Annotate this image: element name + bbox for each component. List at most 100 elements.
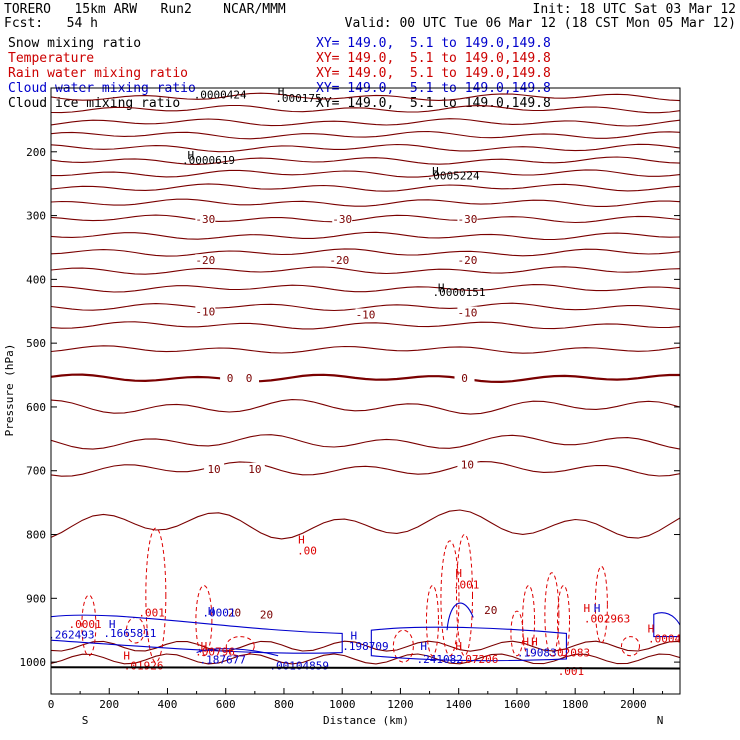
isotherm-label-2: -30 — [457, 213, 477, 226]
rain-contour-2 — [195, 585, 213, 657]
isotherm-label-12: 10 — [207, 463, 220, 476]
y-tick-label-5: 700 — [26, 465, 46, 478]
isotherm-label-4: -20 — [329, 254, 349, 267]
isotherm-label-0: -30 — [195, 213, 215, 226]
surface-line — [50, 666, 681, 670]
rain-contour-11 — [392, 629, 414, 663]
isotherm-label-1: -30 — [332, 213, 352, 226]
isotherm-low-0 — [51, 640, 680, 652]
isotherm-label-14: 10 — [461, 458, 474, 471]
header-valid: Valid: 00 UTC Tue 06 Mar 12 (18 CST Mon … — [344, 16, 736, 31]
maximum-value-label-12: .198709 — [342, 640, 388, 653]
rain-contour-3 — [440, 540, 460, 657]
extremum-h-marker-0: H — [278, 85, 285, 98]
x-tick-label-7: 1400 — [445, 698, 472, 711]
isotherm-13 — [51, 284, 680, 293]
isotherm-7 — [51, 183, 680, 192]
isotherm-label-bg-12 — [204, 462, 225, 475]
x-tick-label-8: 1600 — [504, 698, 531, 711]
isotherm-6 — [51, 169, 680, 178]
y-tick-label-4: 600 — [26, 401, 46, 414]
extremum-h-marker-3: H — [438, 282, 445, 295]
isotherm-label-bg-1 — [332, 212, 353, 225]
isotherm-label-8: -10 — [457, 307, 477, 320]
isotherm-label-17: 20 — [484, 604, 497, 617]
legend-name-snow: Snow mixing ratio — [8, 36, 142, 51]
extremum-h-marker-8: H — [351, 629, 358, 642]
maximum-value-label-10: .1665811 — [103, 627, 156, 640]
isotherm-3 — [51, 130, 680, 140]
x-tick-label-0: 0 — [48, 698, 55, 711]
maximum-value-label-11: .262493 — [48, 629, 94, 642]
y-tick-label-7: 900 — [26, 592, 46, 605]
maximum-value-label-3: .0005224 — [427, 169, 480, 182]
isotherm-label-bg-16 — [256, 608, 277, 621]
maximum-value-label-2: .0000619 — [182, 154, 235, 167]
isotherm-label-bg-17 — [480, 603, 501, 616]
maximum-value-label-4: .0000151 — [432, 286, 485, 299]
isotherm-label-bg-7 — [355, 308, 376, 321]
isotherm-label-bg-6 — [195, 305, 216, 318]
x-tick-label-10: 2000 — [620, 698, 647, 711]
isotherm-label-bg-0 — [195, 212, 216, 225]
isotherm-19 — [51, 434, 680, 450]
isotherm-label-bg-11 — [454, 372, 475, 385]
x-end-label-left: S — [82, 714, 89, 727]
temperature-isotherms — [51, 92, 680, 665]
maximum-value-label-20: .00044 — [648, 633, 688, 646]
cloud-water-contour-4 — [196, 648, 279, 657]
y-axis-label: Pressure (hPa) — [3, 344, 16, 437]
maximum-value-label-22: .00104859 — [269, 659, 329, 672]
maximum-value-label-14: .187677 — [200, 654, 246, 667]
isotherm-2 — [51, 118, 680, 127]
isotherm-label-15: 20 — [228, 606, 241, 619]
isotherm-0 — [51, 92, 680, 102]
extremum-h-marker-15: H — [584, 602, 591, 615]
rain-contour-5 — [425, 585, 439, 657]
maximum-value-label-7: .001 — [138, 606, 165, 619]
legend-xy-snow: XY= 149.0, 5.1 to 149.0,149.8 — [316, 36, 551, 51]
cloud-water-contour-3 — [653, 612, 680, 638]
extremum-h-marker-1: H — [187, 149, 194, 162]
maximum-value-label-1: .000175 — [275, 92, 321, 105]
isotherm-17 — [51, 373, 680, 384]
rain-contour-9 — [557, 585, 571, 657]
maximum-value-label-18: .02083 — [550, 647, 590, 660]
isotherm-label-bg-14 — [457, 458, 478, 471]
header-fcst: Fcst: 54 h — [4, 16, 98, 31]
maximum-value-label-13: .00796 — [195, 645, 235, 658]
extremum-h-marker-7: H — [208, 605, 215, 618]
legend-name-rain: Rain water mixing ratio — [8, 66, 189, 81]
rain-contour-0 — [145, 527, 167, 663]
maximum-value-label-8: .0001 — [202, 606, 235, 619]
x-tick-label-9: 1800 — [562, 698, 589, 711]
axes: 0 200 400 600 800 1000 1200 1400 1600 1800 2000200… — [20, 146, 681, 711]
maximum-value-label-9: .0001 — [68, 618, 101, 631]
x-tick-label-3: 600 — [216, 698, 236, 711]
isotherm-label-10: 0 — [246, 372, 253, 385]
isotherm-1 — [51, 104, 680, 114]
maximum-value-label-16: .07206 — [459, 653, 499, 666]
maximum-value-label-5: .00 — [297, 544, 317, 557]
rain-contour-4 — [456, 534, 474, 657]
isotherm-low-1 — [51, 653, 680, 665]
isotherm-label-bg-9 — [220, 372, 241, 385]
isotherm-14 — [51, 302, 680, 312]
isotherm-label-6: -10 — [195, 305, 215, 318]
isotherm-label-bg-8 — [457, 306, 478, 319]
cloud-water-contours — [51, 602, 680, 662]
header-init: Init: 18 UTC Sat 03 Mar 12 — [532, 2, 737, 17]
cloud-water-contour-1 — [370, 626, 567, 662]
extremum-h-marker-13: H — [522, 636, 529, 649]
legend-name-temperature: Temperature — [8, 51, 95, 66]
rain-contour-6 — [510, 610, 524, 657]
isotherm-label-5: -20 — [457, 254, 477, 267]
extremum-h-marker-14: H — [531, 636, 538, 649]
legend-xy-temperature: XY= 149.0, 5.1 to 149.0,149.8 — [316, 51, 551, 66]
y-tick-label-8: 1000 — [20, 656, 47, 669]
cloud-water-contour-2 — [446, 602, 474, 631]
legend-xy-rain: XY= 149.0, 5.1 to 149.0,149.8 — [316, 66, 551, 81]
isotherm-label-13: 10 — [248, 463, 261, 476]
isotherm-label-3: -20 — [195, 254, 215, 267]
